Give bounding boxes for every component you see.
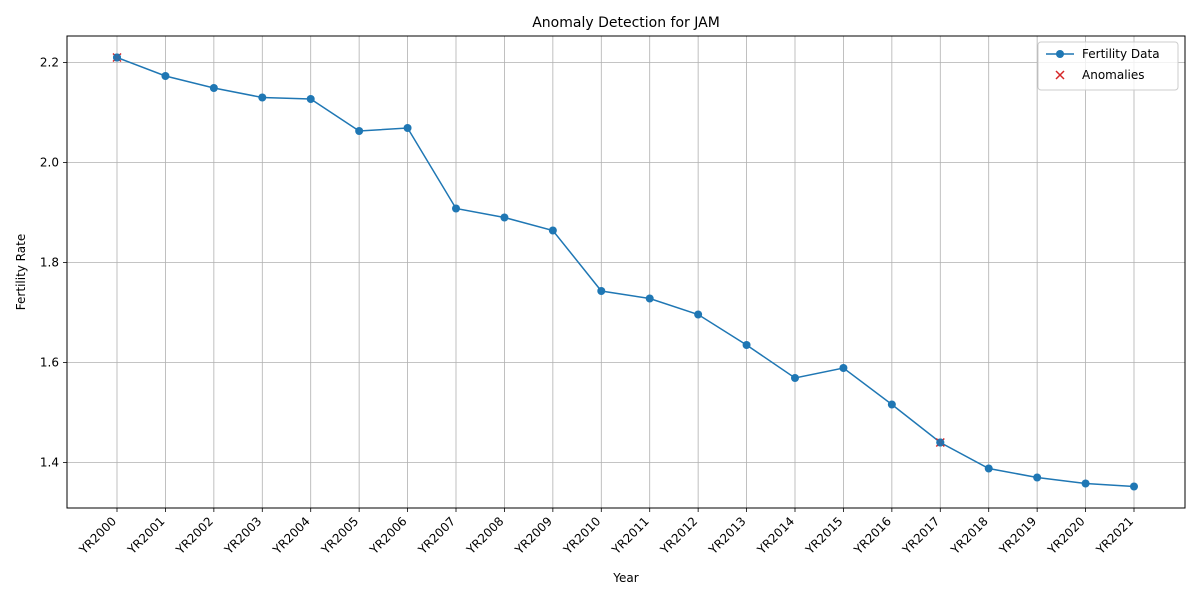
fertility-data-point xyxy=(355,127,364,135)
fertility-data-point xyxy=(1130,482,1138,491)
fertility-data-point xyxy=(452,204,460,213)
grid xyxy=(67,36,1185,508)
chart-title: Anomaly Detection for JAM xyxy=(532,15,720,31)
fertility-data-point xyxy=(645,294,654,303)
fertility-data-point xyxy=(597,287,606,295)
fertility-data-point xyxy=(209,84,218,92)
y-tick-label: 2.0 xyxy=(40,156,59,170)
y-axis-label: Fertility Rate xyxy=(14,234,28,310)
fertility-data-point xyxy=(742,341,751,349)
fertility-data-point xyxy=(1033,473,1042,482)
legend-label-fertility: Fertility Data xyxy=(1082,47,1160,61)
anomaly-marker xyxy=(112,52,122,63)
plot-frame xyxy=(66,35,1186,509)
fertility-data-point xyxy=(500,213,509,222)
fertility-data-point xyxy=(1081,479,1090,488)
anomaly-marker xyxy=(935,437,945,448)
y-tick-label: 1.4 xyxy=(40,456,59,470)
x-axis-label: Year xyxy=(612,571,638,585)
fertility-data-point xyxy=(258,93,267,102)
series xyxy=(112,52,1138,491)
fertility-data-point xyxy=(161,72,170,80)
y-tick-label: 1.8 xyxy=(40,256,59,270)
y-tick-label: 2.2 xyxy=(40,56,59,70)
fertility-series-line xyxy=(116,56,1135,488)
fertility-data-point xyxy=(694,310,703,319)
fertility-data-point xyxy=(839,364,848,372)
fertility-data-point xyxy=(984,464,993,473)
fertility-data-point xyxy=(306,95,315,103)
legend: Fertility Data Anomalies xyxy=(1037,41,1179,91)
legend-label-anomalies: Anomalies xyxy=(1082,68,1145,82)
fertility-data-point xyxy=(403,124,412,132)
y-tick-label: 1.6 xyxy=(40,356,59,370)
fertility-data-point xyxy=(791,374,799,382)
fertility-data-point xyxy=(548,226,557,235)
legend-circle-swatch xyxy=(1056,50,1064,58)
fertility-data-point xyxy=(887,400,896,409)
legend-x-swatch xyxy=(1055,70,1065,80)
